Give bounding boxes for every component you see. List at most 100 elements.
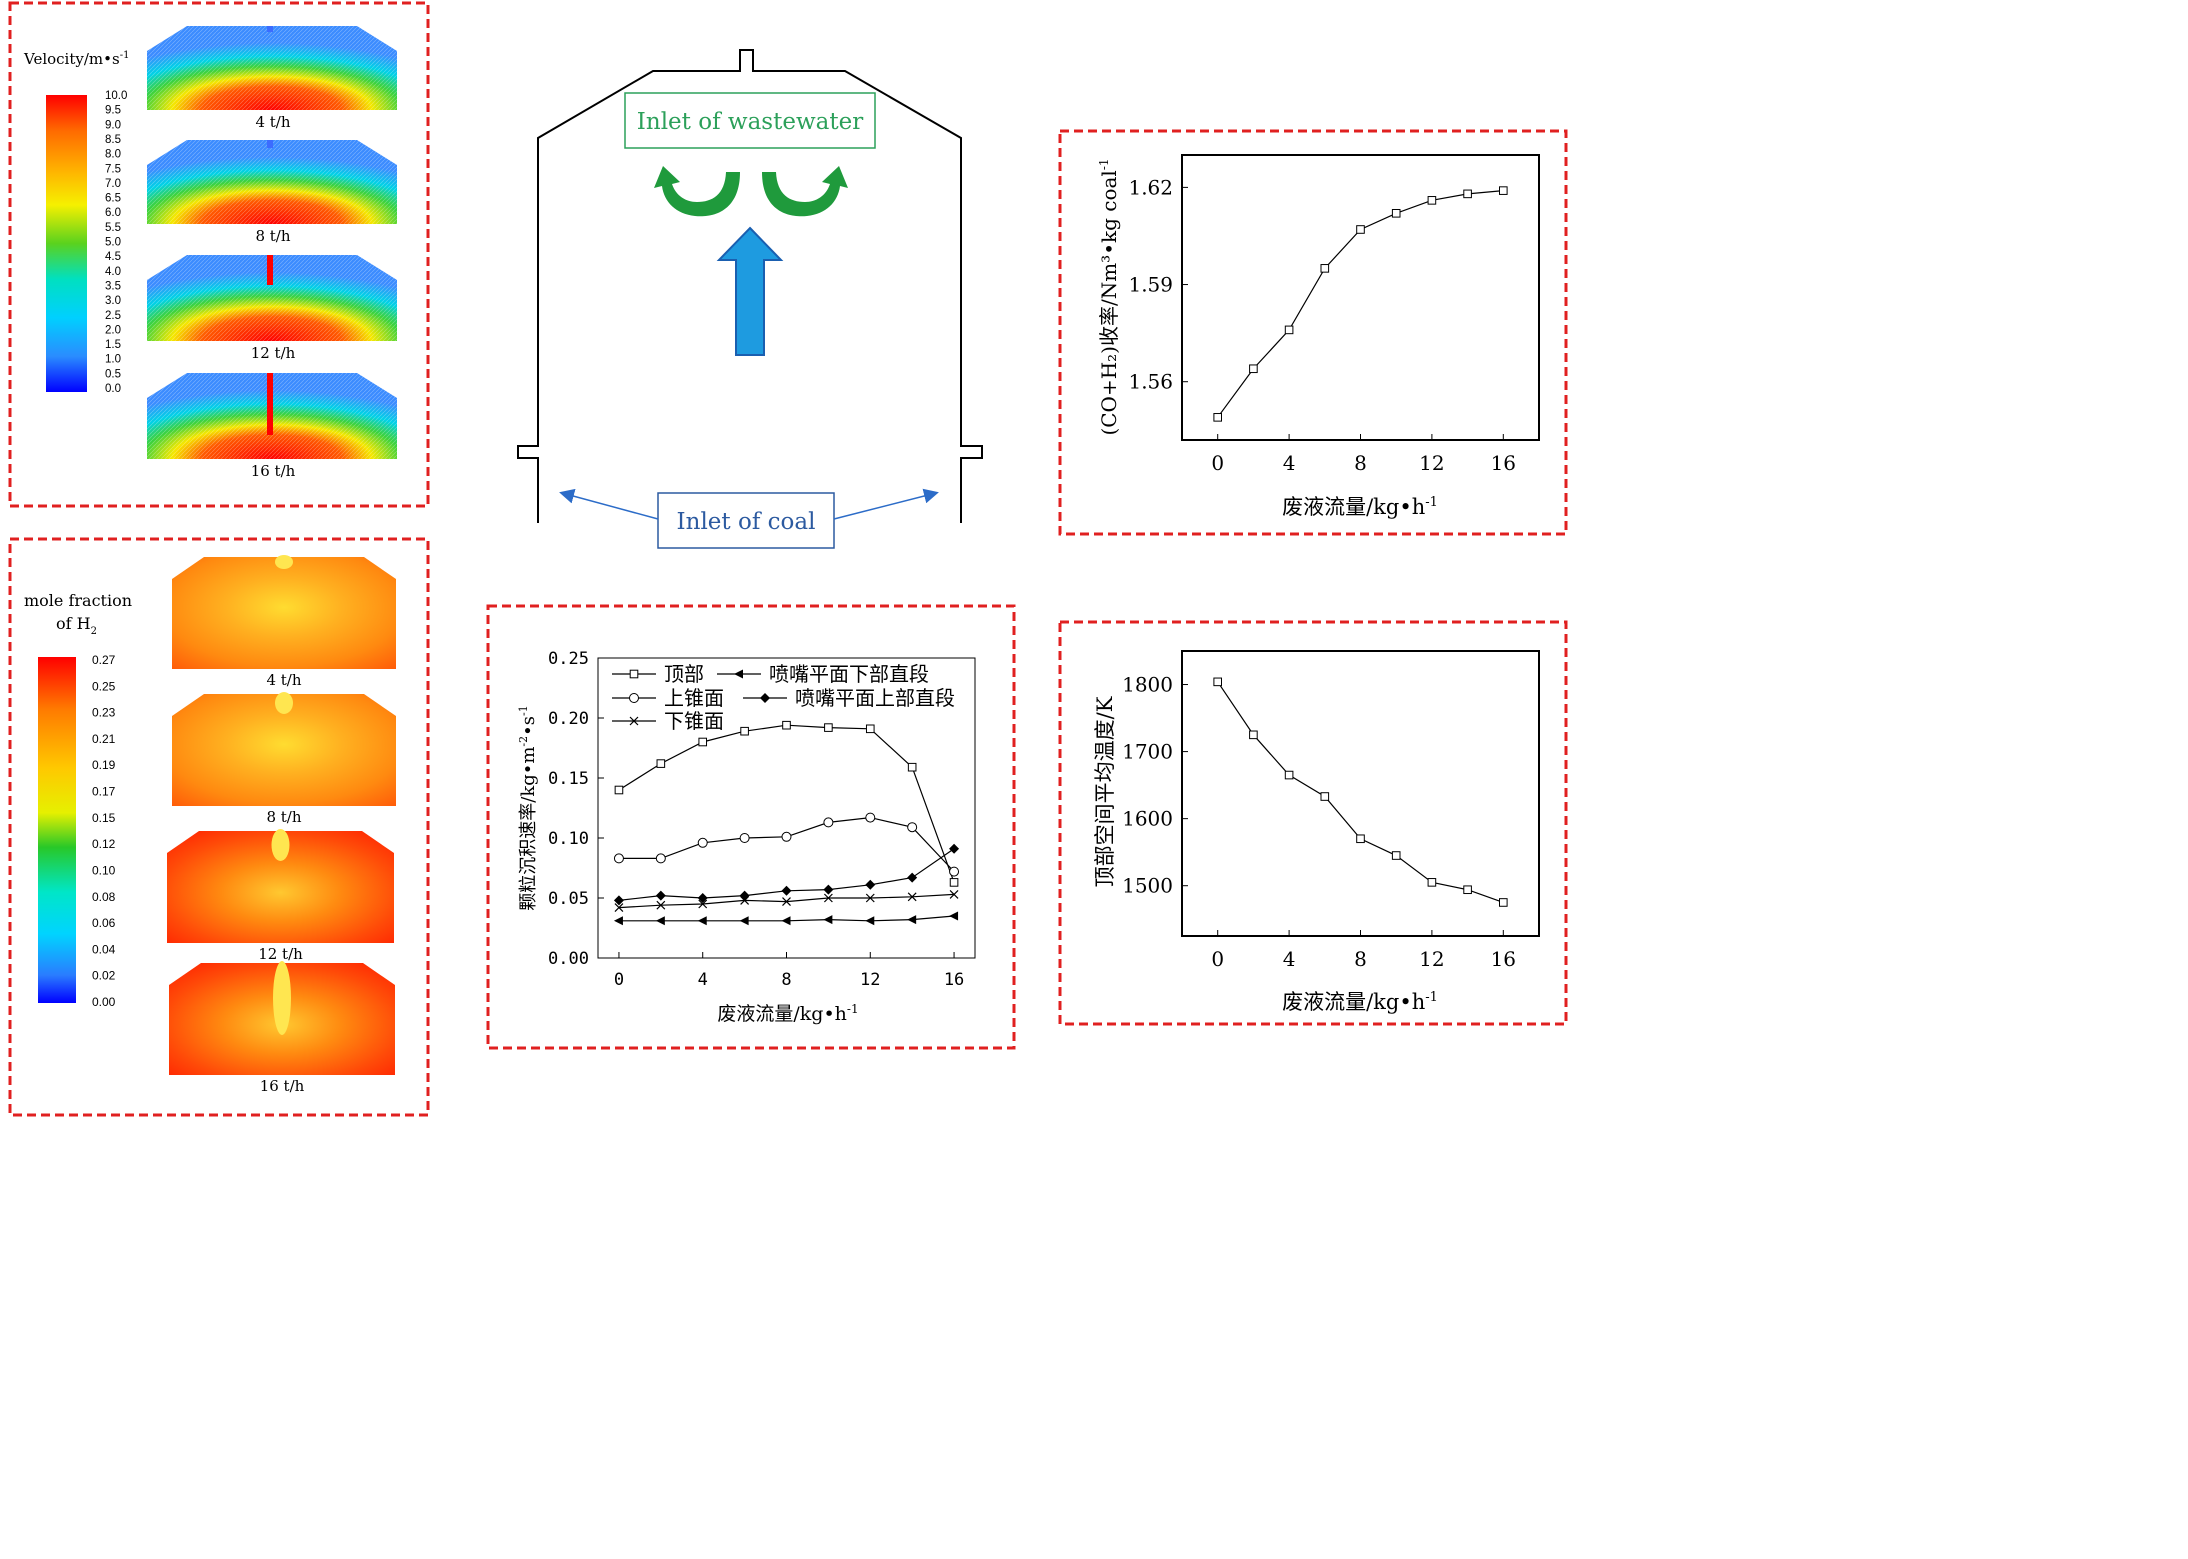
wastewater-inlet-label: Inlet of wastewater xyxy=(637,109,863,135)
coal-inlet-label: Inlet of coal xyxy=(677,509,816,535)
data-point xyxy=(698,899,708,909)
velocity-scale-tick: 1.5 xyxy=(105,339,121,351)
wastewater-inlet-box xyxy=(624,92,876,149)
h2-scale-tick: 0.17 xyxy=(92,785,116,799)
h2-title-line1: mole fraction xyxy=(24,591,132,610)
y-tick-label: 1700 xyxy=(1122,740,1173,764)
data-point xyxy=(655,916,665,926)
y-tick-label: 1.62 xyxy=(1128,175,1173,199)
x-tick-label: 0 xyxy=(1211,451,1224,475)
velocity-scale-tick: 5.5 xyxy=(105,222,121,234)
h2-contours: 4 t/h 8 t/h 12 t/h 16 t/h xyxy=(167,555,396,1095)
data-point xyxy=(865,724,875,734)
h2-contour-image xyxy=(172,557,396,669)
data-point xyxy=(734,669,743,679)
yield-xlabel: 废液流量/kg•h-1 xyxy=(1282,495,1438,519)
data-point xyxy=(1320,792,1330,801)
x-tick-label: 0 xyxy=(614,970,624,990)
velocity-scale-tick: 4.5 xyxy=(105,251,121,263)
velocity-scale-tick: 7.5 xyxy=(105,163,121,175)
velocity-scale-ticks: 10.0 9.5 9.0 8.5 8.0 7.5 7.0 6.5 6.0 5.5 5.0 4.5 4.0… xyxy=(105,90,127,395)
data-point xyxy=(740,726,749,736)
data-point xyxy=(697,837,708,848)
h2-title-line2: of H2 xyxy=(56,614,97,637)
syngas-yield-chart: 0 4 8 12 16 1.56 1.59 1.62 xyxy=(1128,154,1540,475)
data-point xyxy=(655,853,666,864)
h2-scale-tick: 0.10 xyxy=(92,863,116,877)
data-point xyxy=(614,785,624,795)
plot-area-frame xyxy=(1181,650,1540,937)
data-point xyxy=(613,895,624,906)
h2-scale-tick: 0.06 xyxy=(92,916,116,930)
data-point xyxy=(656,900,666,910)
data-point xyxy=(781,885,792,896)
y-tick-label: 0.20 xyxy=(548,709,589,729)
data-point xyxy=(1499,898,1508,907)
data-point xyxy=(907,822,918,833)
data-point xyxy=(739,833,750,843)
data-point xyxy=(782,897,791,907)
data-point xyxy=(907,762,917,772)
velocity-vector-texture xyxy=(147,26,397,110)
h2-scale-tick: 0.23 xyxy=(92,706,116,720)
data-point xyxy=(949,878,959,887)
data-point xyxy=(1463,189,1472,199)
data-point xyxy=(1249,730,1258,740)
data-point xyxy=(697,916,707,926)
data-point xyxy=(823,915,833,925)
data-point xyxy=(1320,264,1330,273)
data-point xyxy=(949,843,960,854)
data-point xyxy=(1249,364,1258,374)
velocity-case-label: 4 t/h xyxy=(255,113,290,131)
deposition-xlabel: 废液流量/kg•h-1 xyxy=(717,1002,858,1025)
series-line xyxy=(1217,681,1504,904)
green-curved-arrow-right xyxy=(762,166,848,217)
y-tick-label: 0.15 xyxy=(548,769,589,789)
x-tick-label: 4 xyxy=(698,970,708,990)
legend-label: 喷嘴平面上部直段 xyxy=(795,686,955,710)
data-point xyxy=(782,720,791,730)
h2-plume xyxy=(275,555,293,569)
y-tick-label: 0.25 xyxy=(548,649,589,669)
deposition-chart-frame xyxy=(486,604,1016,1050)
legend-label: 上锥面 xyxy=(664,686,724,710)
temperature-chart-frame xyxy=(1058,620,1568,1026)
data-point xyxy=(739,890,750,901)
h2-case-label: 12 t/h xyxy=(258,945,303,963)
x-tick-label: 8 xyxy=(1354,451,1367,475)
x-tick-label: 4 xyxy=(1283,947,1296,971)
data-point xyxy=(1213,677,1223,687)
data-point xyxy=(1463,885,1472,895)
data-point xyxy=(1427,196,1437,205)
h2-panel-frame xyxy=(8,537,430,1117)
gasifier-schematic: Inlet of wastewater Inlet of coal xyxy=(517,49,983,549)
h2-plume xyxy=(275,692,293,714)
yield-chart-frame xyxy=(1058,129,1568,536)
velocity-color-scale xyxy=(46,95,87,392)
data-point xyxy=(739,916,749,926)
h2-scale-tick: 0.27 xyxy=(92,653,116,667)
h2-panel: mole fraction of H2 0.27 0.25 0.23 0.21 0.19… xyxy=(24,555,396,1095)
legend-label: 顶部 xyxy=(664,662,704,686)
y-tick-label: 0.00 xyxy=(548,949,589,969)
data-point xyxy=(865,879,876,890)
velocity-scale-tick: 1.0 xyxy=(105,354,121,366)
data-point xyxy=(697,893,708,903)
data-point xyxy=(949,889,959,899)
velocity-scale-tick: 2.0 xyxy=(105,324,121,336)
velocity-scale-tick: 0.5 xyxy=(105,368,121,380)
x-tick-label: 0 xyxy=(1211,947,1224,971)
h2-scale-ticks: 0.27 0.25 0.23 0.21 0.19 0.17 0.15 0.12 0.10 0.08… xyxy=(92,653,116,1009)
deposition-ylabel: 颗粒沉积速率/kg•m-2•s-1 xyxy=(517,705,539,910)
figure-canvas: Velocity/m•s-1 10.0 9.5 9.0 8.5 8.0 7.5 7.0 6.5… xyxy=(8,1,1568,1117)
blue-up-arrow xyxy=(716,226,784,356)
data-point xyxy=(907,872,918,883)
data-point xyxy=(629,716,639,726)
data-point xyxy=(907,892,917,902)
h2-scale-tick: 0.04 xyxy=(92,942,116,956)
velocity-jet xyxy=(267,373,273,435)
h2-case-label: 4 t/h xyxy=(266,671,301,689)
y-tick-label: 0.05 xyxy=(548,889,589,909)
y-tick-label: 1600 xyxy=(1122,807,1173,831)
h2-scale-tick: 0.19 xyxy=(92,758,116,772)
